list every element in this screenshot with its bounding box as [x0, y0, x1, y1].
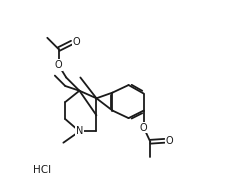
- Text: HCl: HCl: [33, 165, 51, 175]
- Text: O: O: [140, 123, 148, 132]
- Text: O: O: [73, 37, 80, 46]
- Text: N: N: [76, 126, 83, 136]
- Text: O: O: [55, 60, 63, 70]
- Text: O: O: [165, 136, 173, 146]
